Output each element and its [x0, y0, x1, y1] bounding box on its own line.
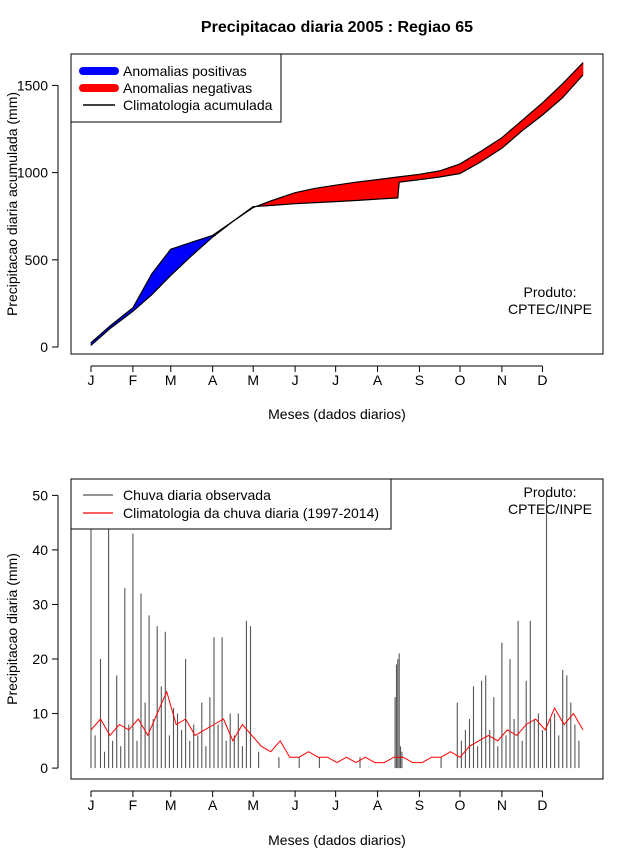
- top-plot-frame: [70, 53, 604, 355]
- top-x-tick-label: J: [332, 372, 339, 388]
- legend-negative-label: Anomalias negativas: [123, 80, 252, 96]
- bottom-x-tick-label: J: [332, 797, 339, 813]
- daily-climatology-line: [90, 690, 584, 764]
- bottom-legend-box: [70, 478, 392, 530]
- bottom-x-tick-label: F: [129, 797, 138, 813]
- bottom-climatology: [90, 690, 584, 764]
- legend-climatology-label: Climatologia acumulada: [123, 97, 273, 113]
- top-x-tick-label: M: [247, 372, 259, 388]
- bottom-x-tick-label: A: [373, 797, 383, 813]
- top-x-tick-label: S: [415, 372, 424, 388]
- bottom-bars: [90, 495, 580, 769]
- bottom-x-tick-label: M: [165, 797, 177, 813]
- bottom-y-tick-label: 0: [40, 760, 48, 776]
- bottom-y-axis: 0 10 20 30 40 50: [32, 487, 59, 776]
- top-credit-line1: Produto:: [524, 284, 577, 300]
- top-x-tick-label: A: [373, 372, 383, 388]
- bottom-x-tick-label: D: [537, 797, 547, 813]
- top-credit-line2: CPTEC/INPE: [508, 301, 592, 317]
- top-chart: 0 500 1000 1500 J F M A M J J A S O N D Precipitacao d…: [4, 53, 604, 422]
- bottom-y-tick-label: 40: [32, 542, 48, 558]
- top-x-tick-label: N: [497, 372, 507, 388]
- top-x-tick-label: D: [537, 372, 547, 388]
- top-y-axis: 0 500 1000 1500: [17, 77, 59, 355]
- bottom-y-tick-label: 20: [32, 651, 48, 667]
- top-x-tick-label: O: [455, 372, 466, 388]
- observed-accumulated-line: [90, 74, 584, 344]
- top-y-tick-label: 0: [40, 339, 48, 355]
- bottom-x-tick-label: O: [455, 797, 466, 813]
- bottom-x-tick-label: J: [292, 797, 299, 813]
- bottom-x-axis-label: Meses (dados diarios): [268, 832, 406, 848]
- top-y-tick-label: 1000: [17, 165, 48, 181]
- legend-observed-label: Chuva diaria observada: [123, 487, 271, 503]
- top-lines: [90, 62, 584, 346]
- bottom-y-tick-label: 10: [32, 706, 48, 722]
- bottom-y-tick-label: 50: [32, 487, 48, 503]
- top-y-tick-label: 1500: [17, 77, 48, 93]
- top-x-tick-label: A: [208, 372, 218, 388]
- bottom-x-tick-label: N: [497, 797, 507, 813]
- top-legend: Anomalias positivas Anomalias negativas …: [70, 53, 282, 123]
- top-x-tick-label: J: [292, 372, 299, 388]
- top-x-tick-label: M: [165, 372, 177, 388]
- bottom-credit-line1: Produto:: [524, 484, 577, 500]
- top-x-tick-label: J: [88, 372, 95, 388]
- bottom-x-tick-label: A: [208, 797, 218, 813]
- climatology-accumulated-line: [90, 62, 584, 346]
- bottom-x-tick-label: J: [88, 797, 95, 813]
- legend-positive-label: Anomalias positivas: [123, 63, 247, 79]
- bottom-y-tick-label: 30: [32, 596, 48, 612]
- top-x-tick-label: F: [129, 372, 138, 388]
- top-y-tick-label: 500: [25, 252, 49, 268]
- bottom-chart: 0 10 20 30 40 50 J F M A M J J A S O N D Precipitacao di…: [4, 478, 604, 848]
- legend-clim-daily-label: Climatologia da chuva diaria (1997-2014): [123, 505, 379, 521]
- top-x-axis-label: Meses (dados diarios): [268, 406, 406, 422]
- bottom-x-tick-label: S: [415, 797, 424, 813]
- bottom-legend: Chuva diaria observada Climatologia da c…: [70, 478, 392, 530]
- bottom-y-axis-label: Precipitacao diaria (mm): [4, 553, 20, 705]
- top-y-axis-label: Precipitacao diaria acumulada (mm): [4, 92, 20, 316]
- bottom-credit-line2: CPTEC/INPE: [508, 501, 592, 517]
- page-title: Precipitacao diaria 2005 : Regiao 65: [201, 19, 473, 36]
- bottom-x-tick-label: M: [247, 797, 259, 813]
